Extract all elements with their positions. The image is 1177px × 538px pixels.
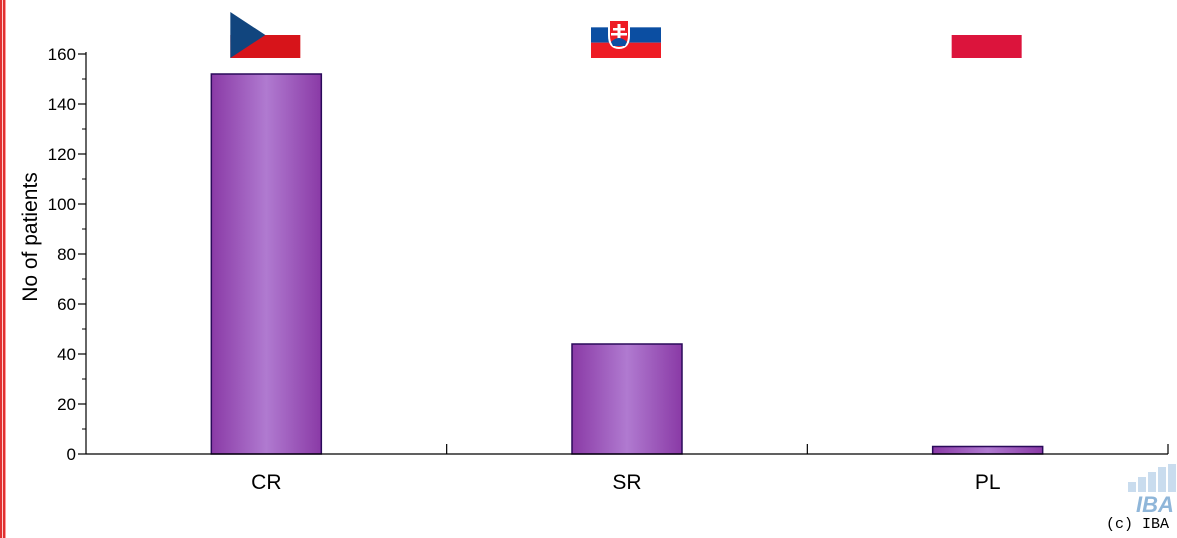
y-tick-label: 40: [57, 345, 76, 364]
iba-logo-text: IBA: [1136, 492, 1174, 517]
czech-flag-icon: [230, 12, 301, 58]
bars-layer: [210, 73, 1044, 455]
polish-flag-icon: [951, 12, 1022, 58]
slovak-flag-icon: [591, 12, 661, 58]
flags-layer: [230, 12, 1022, 58]
y-tick-label: 120: [48, 145, 76, 164]
axes-layer: [78, 52, 1169, 455]
x-tick-label-sr: SR: [612, 471, 641, 494]
x-tick-label-pl: PL: [975, 471, 1001, 494]
y-tick-label: 160: [48, 45, 76, 64]
iba-logo-icon: [1128, 464, 1177, 492]
x-tick-label-cr: CR: [251, 471, 281, 494]
y-tick-label: 80: [57, 245, 76, 264]
labels-layer: 0 20 40 60 80 100 120 140 160 CR SR PL: [48, 45, 1001, 494]
y-tick-label: 0: [67, 445, 76, 464]
bar-cr: [210, 73, 323, 455]
y-axis-label: No of patients: [19, 172, 42, 302]
copyright-text: (c) IBA: [1106, 516, 1170, 533]
y-tick-label: 20: [57, 395, 76, 414]
y-tick-label: 100: [48, 195, 76, 214]
bar-sr: [571, 343, 683, 455]
y-tick-label: 60: [57, 295, 76, 314]
bar-pl: [931, 445, 1044, 455]
left-frame-border: [0, 0, 6, 538]
y-tick-label: 140: [48, 95, 76, 114]
